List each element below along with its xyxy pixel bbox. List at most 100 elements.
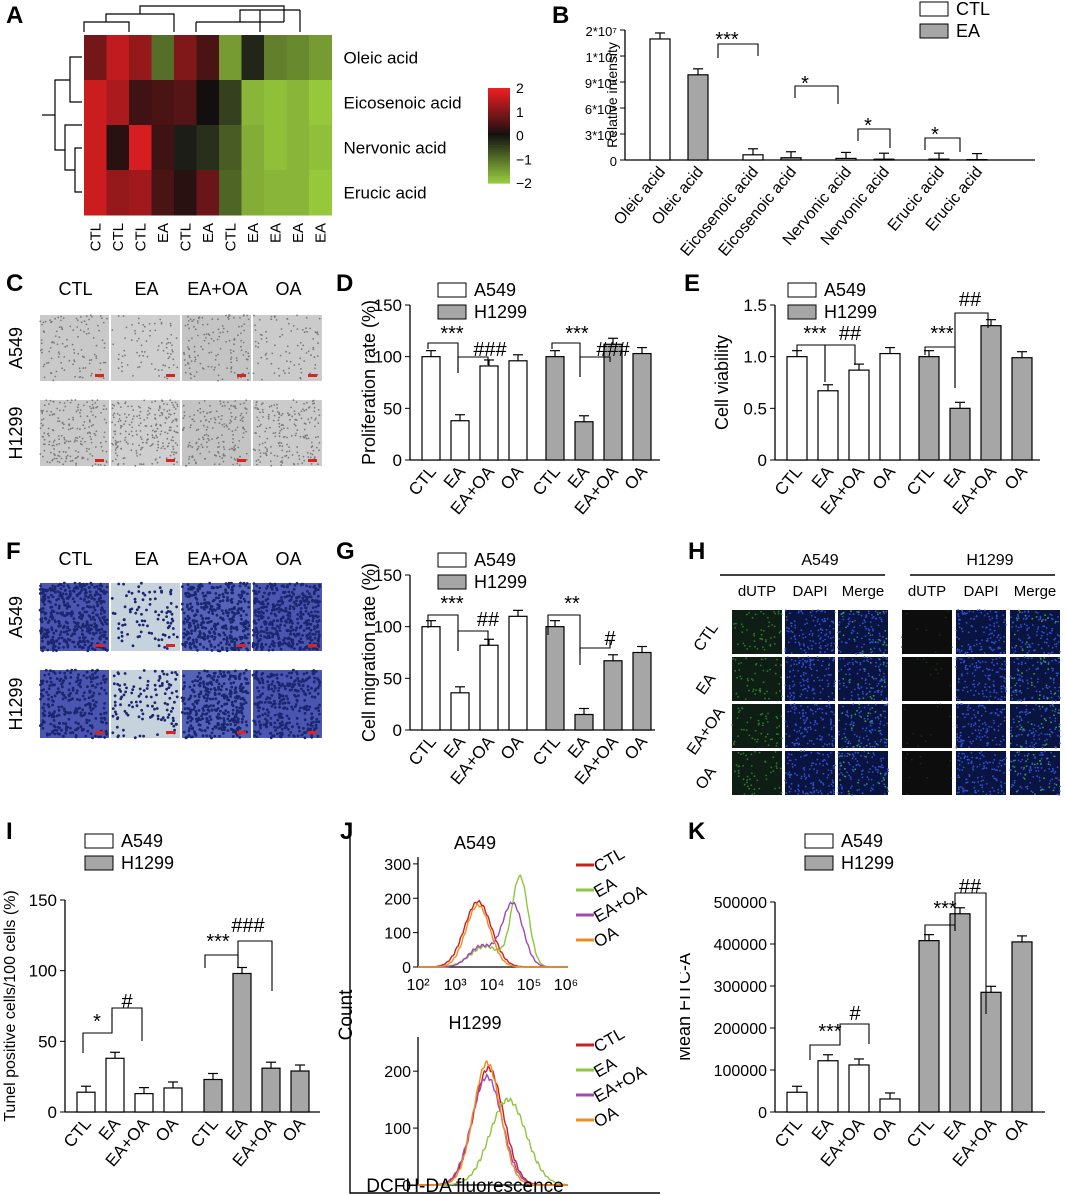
cell-dot	[136, 351, 139, 354]
cell-dot	[306, 330, 308, 333]
colorbar-segment	[488, 121, 510, 125]
colorbar-segment	[488, 130, 510, 134]
heatmap-cell	[219, 35, 242, 81]
cell-dot	[196, 601, 199, 605]
cell-dot	[89, 435, 92, 438]
cell-dot	[281, 445, 284, 448]
cell-dot	[788, 685, 791, 687]
cell-dot	[837, 646, 840, 649]
colorbar-segment	[488, 99, 510, 103]
cell-dot	[270, 682, 274, 686]
cell-dot	[77, 625, 80, 629]
cell-dot	[45, 629, 49, 633]
cell-dot	[279, 429, 282, 432]
cell-dot	[86, 639, 89, 643]
cell-dot	[235, 638, 239, 642]
cell-dot	[75, 691, 78, 695]
cell-dot	[281, 642, 285, 646]
cell-dot	[212, 598, 216, 602]
cell-dot	[85, 622, 89, 625]
colorbar-segment	[488, 118, 510, 122]
x-tick-label: CTL	[903, 462, 938, 499]
cell-dot	[264, 643, 268, 646]
cell-dot	[82, 713, 86, 717]
cell-dot	[273, 372, 276, 375]
cell-dot	[48, 733, 52, 736]
cell-dot	[99, 612, 103, 616]
cell-dot	[142, 463, 145, 466]
cell-dot	[290, 434, 293, 437]
cell-dot	[308, 691, 312, 695]
cell-dot	[278, 413, 281, 416]
cell-dot	[287, 728, 290, 731]
y-tick-label: 100	[384, 1121, 411, 1138]
cell-dot	[149, 329, 152, 332]
cell-dot	[880, 618, 883, 621]
cell-dot	[789, 692, 791, 694]
cell-dot	[161, 716, 165, 720]
cell-dot	[205, 699, 209, 703]
cell-dot	[308, 585, 312, 589]
cell-dot	[285, 585, 289, 588]
cell-dot	[51, 683, 54, 687]
significance-annotation: ###	[473, 339, 507, 361]
y-tick-label: 100	[384, 926, 411, 943]
cell-dot	[265, 337, 268, 339]
cell-dot	[883, 652, 885, 654]
cell-dot	[838, 679, 841, 682]
scale-bar	[166, 731, 175, 734]
cell-dot	[99, 594, 102, 597]
cell-dot	[247, 641, 251, 645]
cell-dot	[292, 592, 296, 596]
cell-dot	[156, 461, 159, 464]
cell-dot	[85, 629, 89, 633]
cell-dot	[137, 322, 140, 325]
cell-dot	[92, 414, 94, 416]
cell-dot	[53, 413, 56, 416]
cell-dot	[759, 664, 762, 667]
cell-dot	[869, 641, 871, 644]
histogram-line-ea	[418, 1096, 569, 1186]
cell-dot	[272, 432, 275, 435]
cell-dot	[57, 316, 60, 319]
cell-dot	[771, 624, 773, 626]
cell-dot	[810, 630, 812, 632]
cell-dot	[281, 461, 284, 464]
cell-dot	[240, 711, 244, 715]
cell-dot	[232, 441, 234, 444]
cell-dot	[244, 584, 248, 587]
cell-dot	[157, 409, 160, 412]
cell-dot	[224, 709, 228, 712]
cell-dot	[885, 658, 888, 660]
cell-dot	[207, 434, 210, 437]
y-axis-label: Proliferation rate (%)	[359, 300, 379, 465]
panel-label-i: I	[6, 818, 13, 845]
cell-dot	[85, 670, 89, 674]
cell-dot	[219, 641, 223, 645]
cell-dot	[50, 695, 54, 699]
cell-dot	[169, 621, 173, 625]
cell-dot	[295, 432, 298, 435]
cell-dot	[85, 721, 89, 725]
cell-dot	[833, 682, 836, 685]
x-tick-label: 10⁶	[554, 977, 578, 994]
significance-bracket	[204, 954, 239, 968]
cell-dot	[286, 436, 288, 439]
cell-dot	[990, 648, 993, 651]
cell-dot	[66, 632, 69, 636]
cell-dot	[278, 629, 282, 632]
cell-dot	[317, 342, 319, 345]
scale-bar	[237, 459, 246, 462]
cell-dot	[174, 418, 177, 421]
cell-dot	[66, 597, 70, 600]
cell-dot	[204, 713, 208, 716]
cell-dot	[859, 624, 861, 627]
cell-dot	[257, 607, 261, 611]
cell-dot	[69, 592, 72, 596]
cell-dot	[41, 592, 45, 595]
cell-dot	[300, 371, 303, 374]
cell-dot	[169, 683, 173, 687]
cell-dot	[315, 626, 319, 629]
cell-dot	[310, 712, 314, 716]
colorbar-segment	[488, 109, 510, 113]
